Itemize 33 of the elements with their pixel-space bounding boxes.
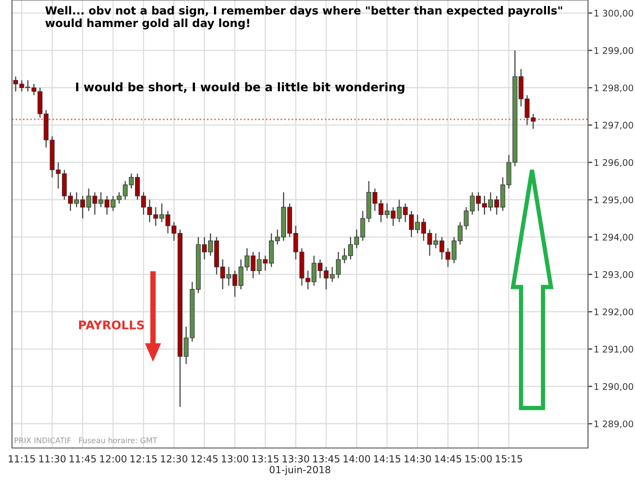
y-tick-label: 1 296,00	[594, 159, 634, 167]
x-tick-label: 14:00	[344, 455, 370, 462]
y-tick-label: 1 292,00	[594, 308, 634, 316]
x-tick-label: 13:15	[252, 455, 278, 462]
y-tick-label: 1 290,00	[594, 383, 634, 391]
x-tick-label: 14:15	[374, 455, 400, 462]
x-tick-label: 12:15	[130, 455, 157, 462]
x-tick-label: 13:45	[313, 455, 340, 462]
annotation: Well... obv not a bad sign, I remember days where "better than expected payrolls" would hammer gold all day long!	[45, 6, 562, 30]
y-tick-label: 1 295,00	[594, 196, 634, 204]
x-tick-label: 11:30	[39, 455, 66, 462]
x-tick-label: 14:45	[435, 455, 462, 462]
y-tick-label: 1 299,00	[594, 47, 634, 55]
x-tick-label: 12:00	[100, 455, 126, 462]
y-tick-label: 1 300,00	[594, 10, 634, 18]
annotation: PAYROLLS	[79, 320, 144, 330]
x-tick-label: 11:15	[8, 455, 35, 462]
y-tick-label: 1 298,00	[594, 84, 634, 92]
x-tick-label: 12:45	[191, 455, 218, 462]
annotation: I would be short, I would be a little bit wondering	[76, 82, 404, 94]
x-tick-label: 13:00	[222, 455, 248, 462]
x-tick-label: 12:30	[161, 455, 188, 462]
y-tick-label: 1 293,00	[594, 271, 634, 279]
y-tick-label: 1 291,00	[594, 346, 634, 354]
y-tick-label: 1 294,00	[594, 234, 634, 242]
x-tick-label: 15:00	[465, 455, 492, 462]
y-tick-label: 1 297,00	[594, 122, 634, 130]
x-tick-label: 15:15	[496, 455, 522, 462]
x-axis-title: 01-juin-2018	[270, 466, 330, 476]
y-tick-label: 1 289,00	[594, 420, 634, 428]
x-tick-label: 14:30	[404, 455, 431, 462]
x-tick-label: 13:30	[282, 455, 310, 462]
x-tick-label: 11:45	[70, 455, 96, 462]
